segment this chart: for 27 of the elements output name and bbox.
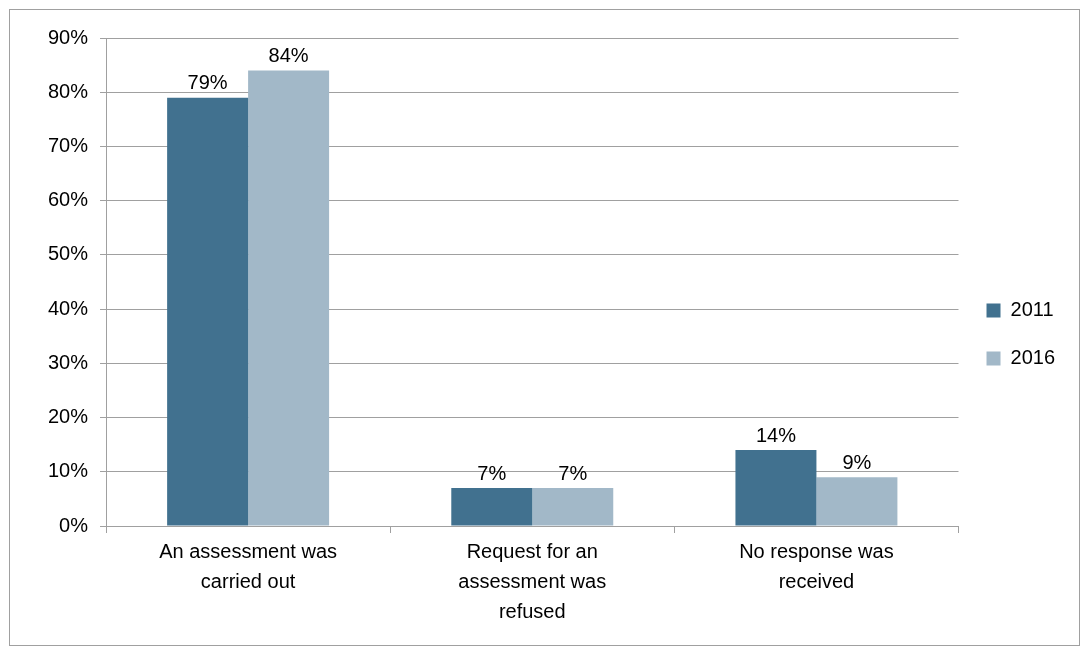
y-tick-label: 60% — [48, 188, 89, 211]
y-tick-label: 20% — [48, 405, 89, 428]
bar — [735, 450, 817, 526]
data-label: 7% — [477, 461, 507, 484]
y-tick-label: 0% — [59, 513, 89, 536]
y-tick-label: 50% — [48, 242, 89, 265]
data-label: 79% — [187, 71, 228, 94]
x-tick-label: An assessment was carried out — [159, 539, 338, 592]
bar — [167, 97, 249, 526]
legend-label: 2016 — [1010, 346, 1056, 369]
x-tick-label: Request for an assessment was refused — [458, 539, 607, 622]
x-tick-label: No response was received — [739, 539, 894, 592]
y-tick-label: 80% — [48, 79, 89, 102]
bar — [451, 488, 533, 526]
y-tick-label: 40% — [48, 296, 89, 319]
y-tick-label: 90% — [48, 25, 89, 48]
bar — [816, 477, 898, 526]
data-label: 9% — [842, 450, 872, 473]
data-label: 14% — [755, 423, 797, 446]
data-label: 7% — [558, 461, 588, 484]
y-tick-label: 30% — [48, 350, 89, 373]
y-tick-label: 10% — [48, 459, 89, 482]
bar — [248, 70, 330, 526]
y-tick-label: 70% — [48, 133, 89, 156]
legend-label: 2011 — [1010, 298, 1054, 321]
data-label: 84% — [268, 44, 309, 67]
bar — [532, 488, 614, 526]
